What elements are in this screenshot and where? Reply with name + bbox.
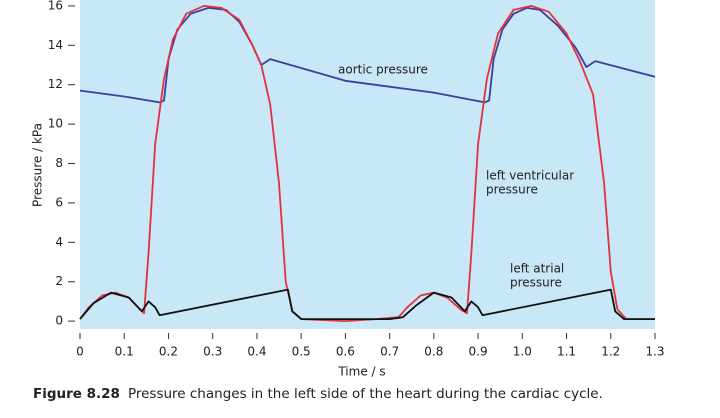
y-tick-label: 16: [48, 0, 63, 12]
x-tick-label: 0.4: [247, 345, 266, 359]
caption-label: Figure 8.28: [33, 386, 120, 402]
y-axis-label: Pressure / kPa: [31, 123, 45, 207]
y-tick-label: 4: [55, 235, 63, 249]
x-tick-label: 1.1: [557, 345, 576, 359]
caption-text: Pressure changes in the left side of the…: [128, 386, 603, 402]
x-tick-label: 0.6: [336, 345, 355, 359]
y-tick-label: 2: [55, 274, 63, 288]
annotation: left atrial: [510, 262, 564, 276]
x-tick-label: 1.3: [645, 345, 664, 359]
y-tick-label: 10: [48, 117, 63, 131]
plot-background: [80, 0, 655, 329]
x-tick-label: 0.1: [115, 345, 134, 359]
x-tick-label: 1.2: [601, 345, 620, 359]
annotation: aortic pressure: [338, 63, 428, 77]
plot: 0 2 4 6 8 10 12 14 16 0 0.1 0.2 0.3 0.4 0.5 0.6 0.7 0.8 0.…: [48, 0, 665, 359]
x-axis-label: Time / s: [337, 365, 385, 379]
y-tick-label: 0: [55, 314, 63, 328]
x-tick-label: 1.0: [513, 345, 532, 359]
x-tick-label: 0.3: [203, 345, 222, 359]
annotation: left ventricular: [486, 169, 574, 183]
y-tick-label: 8: [55, 156, 63, 170]
x-tick-label: 0.5: [292, 345, 311, 359]
annotation: pressure: [486, 183, 538, 197]
x-tick-label: 0.2: [159, 345, 178, 359]
x-tick-label: 0.8: [424, 345, 443, 359]
y-tick-label: 12: [48, 77, 63, 91]
x-tick-label: 0: [76, 345, 84, 359]
caption: Figure 8.28 Pressure changes in the left …: [33, 386, 603, 402]
x-tick-label: 0.7: [380, 345, 399, 359]
y-tick-label: 6: [55, 195, 63, 209]
series-line: [79, 5, 655, 323]
series-line: [79, 288, 655, 321]
annotation: pressure: [510, 276, 562, 290]
y-tick-label: 14: [48, 38, 63, 52]
x-tick-label: 0.9: [469, 345, 488, 359]
